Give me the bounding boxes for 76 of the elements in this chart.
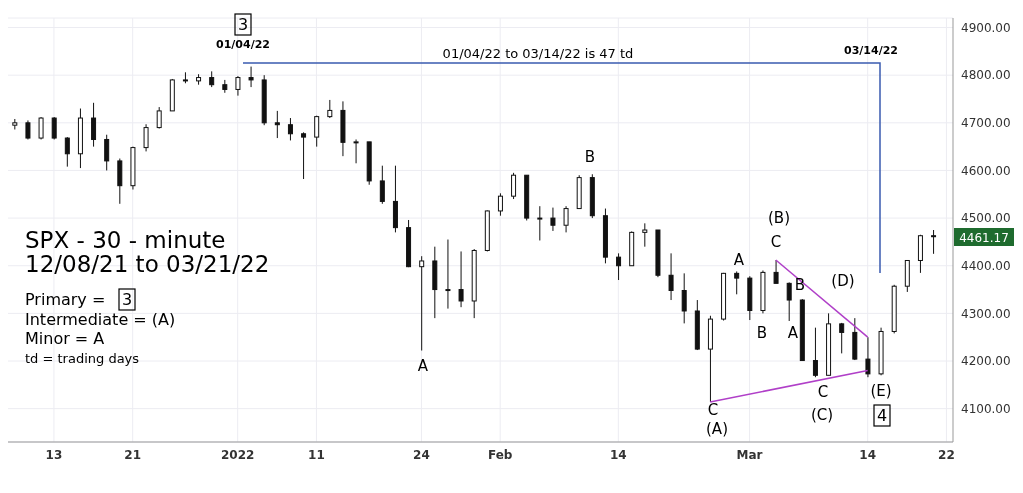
x-tick-label: Feb <box>487 447 513 462</box>
candlestick <box>353 138 359 164</box>
candlestick <box>734 270 740 295</box>
annotation: (A) <box>706 420 728 438</box>
candlestick <box>616 252 622 281</box>
annotation: C <box>707 401 719 419</box>
y-tick-label: 4500.00 <box>961 211 1011 226</box>
candlestick <box>668 252 674 301</box>
annotation: B <box>794 276 806 294</box>
candlestick <box>681 272 687 324</box>
x-tick-label: 24 <box>413 447 430 462</box>
x-tick-label: 14 <box>609 447 627 462</box>
x-tick-label: 13 <box>45 447 63 462</box>
candlestick <box>642 222 648 248</box>
annotation: 01/04/22 <box>216 38 270 51</box>
annotation: Minor = A <box>25 329 105 348</box>
x-tick-label: 21 <box>124 447 142 462</box>
candlestick <box>550 207 556 232</box>
y-tick-label: 4900.00 <box>961 20 1011 35</box>
annotation: Primary = <box>25 290 106 309</box>
annotation: A <box>733 251 745 269</box>
annotation: 01/04/22 to 03/14/22 is 47 td <box>442 46 634 61</box>
annotation: 03/14/22 <box>844 44 898 57</box>
annotation: A <box>417 357 429 375</box>
candlestick <box>931 229 937 255</box>
candlestick <box>301 131 307 180</box>
y-tick-label: 4200.00 <box>961 354 1011 369</box>
candlestick <box>839 322 845 354</box>
y-tick-label: 4700.00 <box>961 116 1011 131</box>
candlestick <box>865 336 871 378</box>
candlestick <box>64 136 70 168</box>
text: 4461.17 <box>959 231 1009 245</box>
x-tick-label: 11 <box>308 447 325 462</box>
y-tick-label: 4400.00 <box>961 258 1011 273</box>
candlestick <box>274 110 280 139</box>
y-tick-label: 4800.00 <box>961 68 1011 83</box>
annotation: B <box>756 324 768 342</box>
text: 12/08/21 to 03/21/22 <box>25 251 270 277</box>
candlestick <box>327 99 333 119</box>
candlestick <box>511 172 517 200</box>
candlestick <box>104 134 110 171</box>
x-tick-label: 14 <box>859 447 877 462</box>
y-tick-label: 4600.00 <box>961 163 1011 178</box>
candlestick <box>419 255 425 352</box>
annotation: (E) <box>870 382 892 400</box>
candlestick <box>812 327 818 378</box>
candlestick <box>773 259 779 284</box>
x-tick-label: Mar <box>736 447 763 462</box>
candlestick <box>248 66 254 88</box>
candlestick <box>537 205 543 241</box>
annotation: C <box>817 383 829 401</box>
annotation: (B) <box>768 209 790 227</box>
candlestick <box>458 250 464 308</box>
x-tick-label: 22 <box>938 447 955 462</box>
y-tick-label: 4100.00 <box>961 401 1011 416</box>
candlestick <box>445 239 451 310</box>
candlestick <box>91 102 97 148</box>
annotation: (C) <box>810 406 834 424</box>
candlestick <box>156 106 162 130</box>
candlestick <box>314 115 320 148</box>
candlestick <box>143 123 149 152</box>
annotation: Intermediate = (A) <box>25 310 176 329</box>
candlestick <box>563 205 569 233</box>
candlestick <box>497 192 503 217</box>
candlestick <box>235 75 241 97</box>
x-tick-label: 2022 <box>220 447 255 462</box>
annotation: (D) <box>831 272 855 290</box>
y-tick-label: 4300.00 <box>961 306 1011 321</box>
candlestick <box>379 165 385 205</box>
annotation: A <box>787 324 799 342</box>
candlestick <box>287 117 293 141</box>
annotation: td = trading days <box>25 351 140 366</box>
annotation: C <box>770 233 782 251</box>
annotation: B <box>584 148 596 166</box>
text: SPX - 30 - minute <box>25 227 226 253</box>
candlestick <box>786 281 792 322</box>
